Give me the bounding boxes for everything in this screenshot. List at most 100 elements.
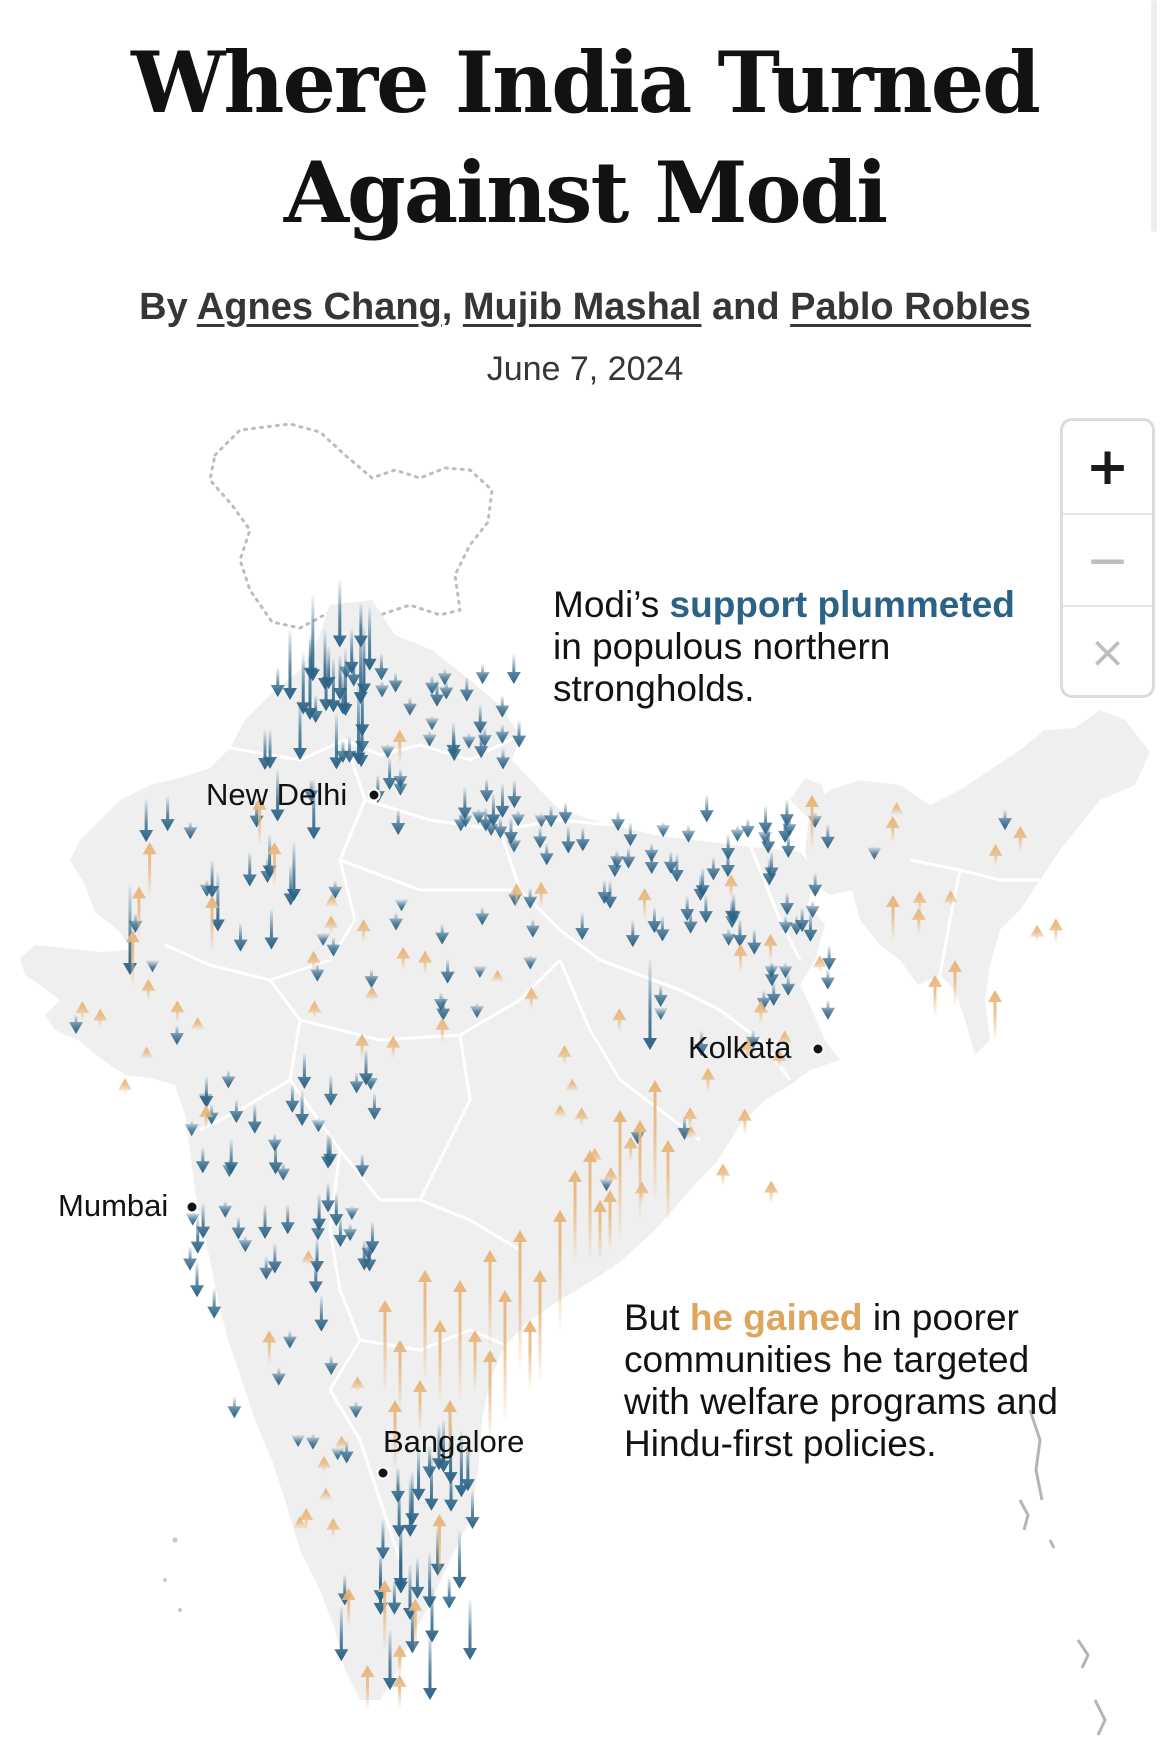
- loss-arrow: [782, 817, 797, 837]
- loss-arrow: [403, 1565, 417, 1620]
- loss-arrow: [803, 912, 818, 942]
- loss-arrow: [867, 846, 882, 860]
- gain-arrow: [392, 1674, 407, 1708]
- loss-arrow: [558, 802, 573, 825]
- gain-arrow: [326, 1517, 341, 1538]
- loss-arrow: [318, 630, 332, 690]
- loss-arrow: [326, 657, 341, 713]
- loss-arrow: [374, 653, 389, 681]
- loss-arrow: [229, 1100, 244, 1124]
- loss-arrow: [465, 1491, 480, 1529]
- loss-arrow: [333, 655, 347, 700]
- india-mainland: [20, 600, 840, 1700]
- gain-arrow: [199, 1105, 214, 1130]
- author-link-agnes-chang[interactable]: Agnes Chang: [196, 286, 442, 328]
- loss-arrow: [575, 913, 590, 941]
- loss-arrow: [507, 780, 522, 809]
- gain-arrow: [509, 883, 524, 909]
- loss-arrow: [597, 880, 612, 905]
- gain-arrow: [117, 1078, 132, 1094]
- loss-arrow: [403, 1478, 418, 1537]
- gain-arrow: [316, 1455, 331, 1473]
- loss-arrow: [477, 728, 492, 748]
- loss-arrow: [511, 810, 526, 827]
- gain-arrow: [603, 1167, 618, 1186]
- gain-arrow: [593, 1200, 607, 1260]
- gain-arrow: [498, 1290, 512, 1420]
- loss-arrow: [625, 920, 640, 948]
- india-vote-shift-map[interactable]: [0, 410, 1170, 1764]
- loss-arrow: [523, 888, 538, 909]
- loss-arrow: [779, 799, 794, 827]
- gain-arrow: [943, 890, 958, 907]
- loss-arrow: [459, 677, 474, 702]
- gain-arrow: [772, 1049, 787, 1069]
- loss-arrow: [656, 822, 671, 838]
- scrollbar[interactable]: [1151, 0, 1157, 232]
- author-link-pablo-robles[interactable]: Pablo Robles: [790, 286, 1031, 328]
- loss-arrow: [805, 901, 820, 918]
- loss-arrow: [128, 913, 143, 933]
- loss-arrow: [506, 654, 521, 685]
- gain-arrow: [324, 915, 339, 933]
- loss-arrow: [402, 697, 417, 716]
- gain-arrow: [885, 816, 900, 842]
- gain-arrow: [613, 1110, 627, 1240]
- gain-arrow: [524, 987, 539, 1009]
- gain-arrow: [356, 919, 371, 942]
- gain-arrow: [533, 1270, 547, 1380]
- loss-arrow: [316, 932, 331, 946]
- loss-arrow: [295, 1090, 310, 1127]
- zoom-out-button[interactable]: −: [1063, 513, 1152, 606]
- loss-arrow: [623, 822, 638, 847]
- gain-arrow: [267, 842, 282, 885]
- gain-arrow: [292, 1516, 307, 1530]
- gain-arrow: [513, 1230, 527, 1370]
- loss-arrow: [761, 825, 776, 854]
- gain-arrow: [360, 1665, 375, 1710]
- state-borders: [164, 733, 1040, 1561]
- gain-arrow: [812, 955, 827, 973]
- loss-arrow: [247, 1104, 262, 1134]
- loss-arrow: [478, 807, 493, 832]
- gain-arrow: [435, 1017, 450, 1043]
- loss-arrow: [764, 962, 779, 987]
- loss-arrow: [344, 1205, 359, 1220]
- loss-arrow: [533, 827, 548, 849]
- loss-arrow: [423, 1630, 437, 1700]
- zoom-in-button[interactable]: +: [1085, 436, 1130, 497]
- loss-arrow: [270, 770, 285, 822]
- loss-arrow: [333, 1216, 348, 1248]
- gain-arrow: [299, 1507, 314, 1530]
- loss-arrow: [822, 945, 837, 971]
- gain-arrow: [733, 943, 748, 972]
- loss-arrow: [820, 969, 835, 990]
- loss-arrow: [525, 919, 540, 938]
- gain-arrow: [684, 1125, 699, 1139]
- loss-arrow: [470, 1003, 485, 1019]
- loss-arrow: [611, 811, 626, 832]
- loss-arrow: [314, 1296, 329, 1332]
- loss-arrow: [694, 1030, 709, 1057]
- city-dot-mumbai: [185, 1200, 199, 1214]
- loss-arrow: [544, 805, 559, 828]
- india-northeast: [805, 710, 1150, 1055]
- loss-arrow: [367, 1093, 382, 1120]
- loss-arrow: [433, 992, 448, 1012]
- author-link-mujib-mashal[interactable]: Mujib Mashal: [462, 286, 702, 328]
- gain-arrow: [683, 1107, 698, 1129]
- loss-arrow: [422, 731, 437, 747]
- reset-map-button[interactable]: ×: [1063, 605, 1152, 698]
- loss-arrow: [539, 843, 554, 866]
- gain-arrow: [377, 1580, 392, 1651]
- loss-arrow: [338, 648, 353, 716]
- gain-arrow: [912, 891, 927, 912]
- loss-arrow: [725, 909, 740, 929]
- gain-arrow: [1030, 924, 1045, 942]
- loss-arrow: [453, 813, 468, 832]
- gain-arrow: [355, 1033, 370, 1059]
- loss-arrow: [495, 696, 510, 718]
- gain-arrow: [205, 895, 220, 952]
- loss-arrow: [283, 630, 297, 700]
- loss-arrow: [342, 736, 357, 763]
